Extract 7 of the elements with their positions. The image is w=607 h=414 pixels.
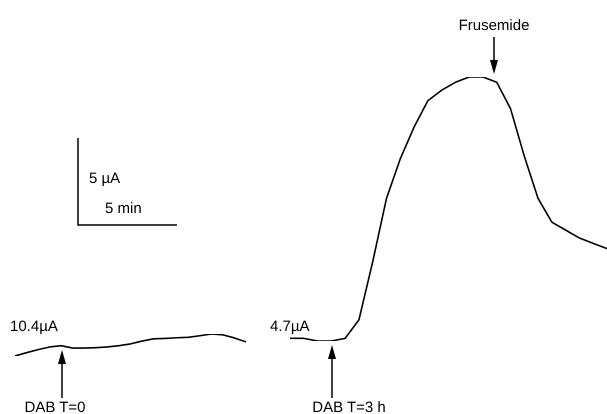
text: DAB T=0	[24, 399, 86, 414]
text: Frusemide	[458, 17, 530, 34]
text: 5 µA	[89, 170, 120, 187]
text: 5 min	[105, 200, 142, 217]
annotation: 4.7µA	[270, 318, 310, 335]
text: DAB T=3 h	[312, 399, 386, 414]
annotation: 10.4µA	[10, 318, 58, 335]
